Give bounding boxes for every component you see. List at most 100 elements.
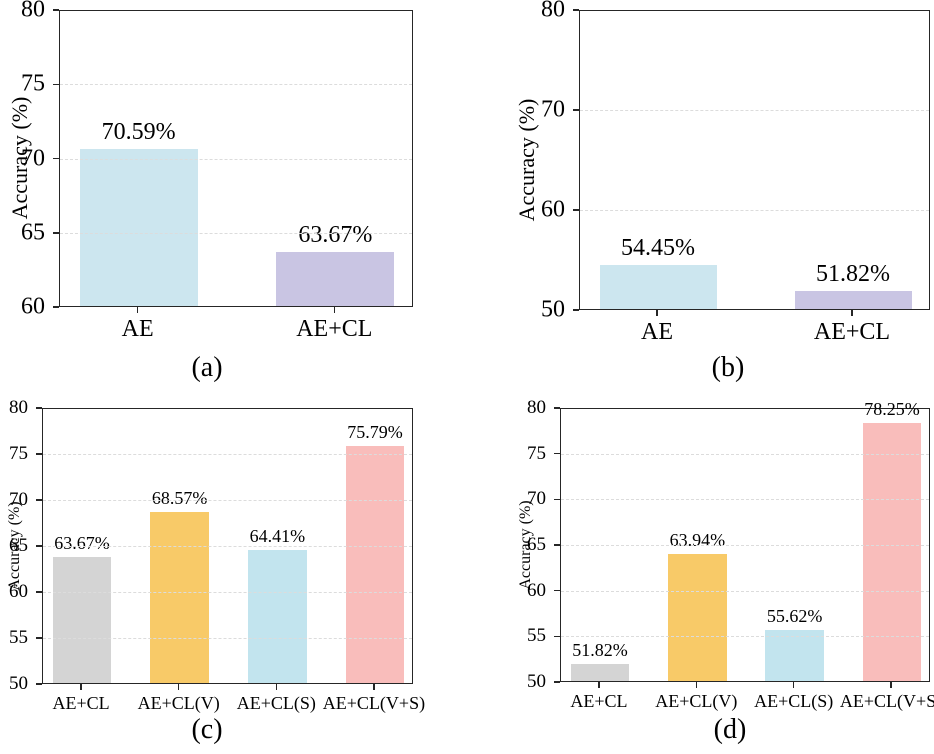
bar-value-label: 68.57% [151, 488, 208, 509]
y-tick [573, 9, 579, 11]
x-tick-label: AE+CL(S) [236, 693, 316, 713]
x-tick [792, 682, 795, 688]
y-tick-label: 50 [9, 673, 28, 695]
y-tick [53, 232, 59, 234]
y-tick-label: 80 [527, 397, 546, 419]
y-tick-label: 80 [21, 0, 45, 23]
x-tick-label: AE+CL [813, 319, 891, 345]
bar-AE+CL(V+S) [862, 422, 922, 681]
gridline [580, 210, 929, 211]
gridline [43, 454, 412, 455]
x-tick-label: AE+CL(V+S) [322, 693, 426, 713]
x-tick-label: AE [121, 316, 154, 342]
gridline [60, 232, 412, 234]
y-tick-label: 65 [21, 219, 45, 246]
plot-area-a: 70.59% 63.67% [59, 10, 413, 307]
x-tick [890, 682, 892, 688]
x-tick-label: AE+CL [52, 693, 110, 713]
panel-caption-c: (c) [191, 714, 223, 745]
y-tick [554, 498, 560, 501]
y-tick [53, 83, 59, 85]
gridline [43, 592, 412, 593]
x-tick [177, 684, 180, 690]
x-tick-label: AE+CL(V+S) [839, 691, 934, 711]
gridline [561, 545, 929, 546]
panel-caption-d: (d) [713, 714, 747, 745]
y-tick [53, 9, 59, 11]
x-tick-label: AE+CL(V) [655, 691, 738, 711]
y-tick-label: 80 [9, 397, 28, 419]
gridline [561, 453, 929, 455]
y-tick [554, 544, 560, 546]
x-tick-label: AE+CL [570, 691, 628, 711]
bar-value-label: 55.62% [766, 605, 823, 626]
panel-caption-a: (a) [191, 352, 223, 383]
y-tick-label: 70 [9, 489, 28, 511]
y-tick [36, 545, 42, 547]
y-tick-label: 60 [527, 579, 546, 601]
bar-value-label: 78.25% [864, 398, 920, 419]
bar-AE+CL(S) [248, 550, 307, 683]
y-axis-label: Accuracy (%) [517, 500, 534, 590]
y-tick-label: 75 [9, 443, 28, 465]
x-tick-label: AE+CL [296, 316, 373, 342]
bar-value-label: 64.41% [249, 526, 306, 547]
x-tick [333, 307, 336, 313]
y-tick-label: 75 [527, 442, 546, 464]
y-tick [53, 157, 59, 160]
x-tick [136, 307, 139, 313]
y-tick-label: 65 [527, 534, 546, 556]
bar-value-label: 63.94% [669, 529, 726, 550]
bar-value-label: 63.67% [54, 533, 110, 554]
y-tick [36, 499, 42, 501]
y-tick [36, 453, 42, 455]
bar-value-label: 75.79% [347, 421, 403, 442]
y-tick [573, 109, 579, 111]
gridline [561, 499, 929, 501]
y-tick [554, 452, 560, 455]
panel-caption-b: (b) [711, 352, 745, 383]
gridline [561, 590, 929, 592]
y-tick [554, 407, 560, 409]
y-tick-label: 60 [9, 581, 28, 603]
y-tick-label: 70 [541, 96, 565, 123]
y-tick [554, 635, 560, 638]
y-tick [573, 309, 579, 311]
y-tick-label: 60 [21, 293, 45, 320]
y-tick [554, 681, 560, 683]
bar-AE [599, 264, 717, 309]
y-tick [36, 683, 42, 685]
y-tick-label: 70 [527, 488, 546, 510]
y-tick-label: 55 [527, 625, 546, 647]
bar-value-label: 70.59% [101, 118, 176, 145]
bar-AE+CL [276, 251, 395, 306]
gridline [561, 636, 929, 638]
y-tick-label: 70 [21, 145, 45, 172]
x-tick-label: AE+CL(V) [137, 693, 220, 713]
plot-area-c: 63.67% 68.57% 64.41% 75.79% [42, 408, 413, 684]
gridline [580, 110, 929, 111]
gridline [43, 546, 412, 547]
y-tick-label: 50 [527, 671, 546, 693]
x-tick [598, 682, 600, 688]
bar-AE [79, 148, 198, 306]
y-tick [554, 589, 560, 592]
bar-AE+CL [570, 664, 630, 681]
bar-AE+CL(V+S) [345, 445, 405, 683]
y-tick-label: 50 [541, 296, 565, 323]
gridline [43, 500, 412, 501]
bar-value-label: 51.82% [572, 640, 628, 661]
x-tick [656, 310, 658, 316]
x-tick [275, 684, 278, 690]
x-tick-label: AE [641, 319, 673, 345]
plot-area-b: 54.45% 51.82% [579, 10, 930, 310]
bar-AE+CL(V) [150, 512, 209, 683]
bar-AE+CL(S) [765, 629, 824, 681]
y-tick [36, 591, 42, 593]
y-axis-label: Accuracy (%) [7, 96, 32, 220]
y-tick [573, 209, 579, 211]
bar-AE+CL [52, 557, 112, 683]
x-tick-label: AE+CL(S) [754, 691, 834, 711]
x-tick [373, 684, 375, 690]
